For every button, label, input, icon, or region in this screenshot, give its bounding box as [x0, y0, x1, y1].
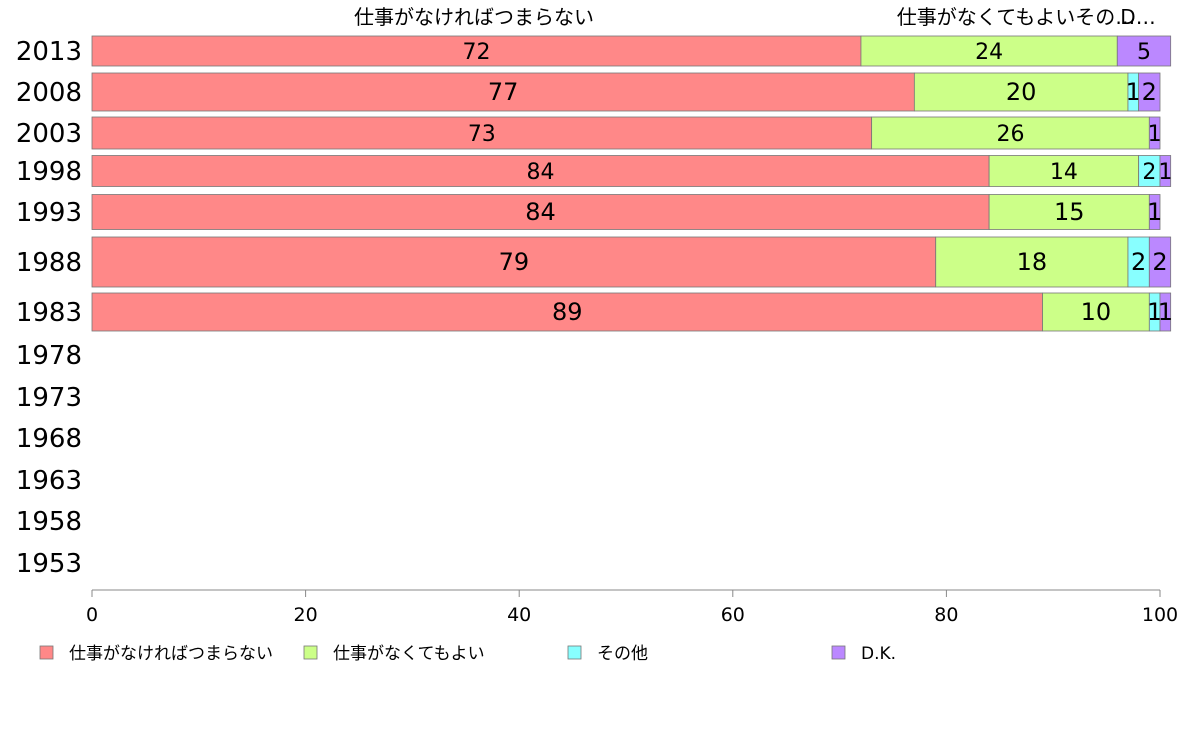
- data-label: 73: [468, 122, 496, 147]
- bar-segment: [1148, 194, 1161, 230]
- data-label: 26: [996, 122, 1024, 147]
- data-label: 1: [1126, 78, 1141, 106]
- legend-swatch: [39, 645, 54, 660]
- data-label: 2: [1152, 248, 1167, 276]
- bar-segment: [1148, 116, 1161, 150]
- x-tick-label: 100: [1142, 604, 1178, 626]
- data-label: 79: [499, 248, 530, 276]
- bar-segment: [1159, 155, 1172, 187]
- bar-segment: [91, 194, 990, 230]
- bar-segment: [871, 116, 1150, 150]
- top-series-label: D…: [1120, 5, 1155, 29]
- top-series-label: 仕事がなくてもよいその…: [897, 5, 1135, 29]
- bars: 72 24 577 20 1 273 26 184 14 2 184 15 179 18 2 289 10 11: [91, 35, 1173, 332]
- y-tick-label: 2003: [16, 119, 82, 149]
- legend-label: D.K.: [861, 644, 896, 664]
- data-label: 77: [488, 78, 519, 106]
- bar-segment: [1159, 292, 1172, 332]
- x-tick-label: 20: [294, 604, 318, 626]
- y-tick-label: 1988: [16, 248, 82, 278]
- y-tick-label: 1973: [16, 383, 82, 413]
- data-label: 14: [1050, 160, 1078, 185]
- data-label: 1: [1158, 298, 1173, 326]
- data-label: 1: [1147, 298, 1162, 326]
- x-axis: 0 20 40 60 80 100: [86, 589, 1178, 626]
- y-tick-label: 1958: [16, 507, 82, 537]
- bar-segment: [860, 35, 1118, 67]
- data-label: 1: [1147, 198, 1162, 226]
- bar-segment: [91, 35, 862, 67]
- legend-label: 仕事がなければつまらない: [69, 644, 273, 664]
- y-tick-label: 1983: [16, 298, 82, 328]
- bar-segment: [1042, 292, 1150, 332]
- data-label: 84: [525, 198, 556, 226]
- y-tick-label: 2008: [16, 78, 82, 108]
- top-labels: 仕事がなければつまらない 仕事がなくてもよいその…D…: [354, 5, 1156, 29]
- bar-segment: [1116, 35, 1172, 67]
- data-label: 18: [1017, 248, 1048, 276]
- bar-segment: [935, 236, 1129, 288]
- bar-segment: [988, 155, 1140, 187]
- data-label: 15: [1054, 198, 1085, 226]
- y-tick-label: 1993: [16, 198, 82, 228]
- bar-segment: [988, 194, 1150, 230]
- x-tick-label: 0: [86, 604, 98, 626]
- bar-segment: [91, 236, 937, 288]
- y-tick-label: 1998: [16, 157, 82, 187]
- legend-swatch: [303, 645, 318, 660]
- legend-swatch: [831, 645, 846, 660]
- y-tick-label: 2013: [16, 37, 82, 67]
- bar-segment: [1138, 72, 1161, 112]
- x-tick-label: 80: [934, 604, 958, 626]
- data-label: 89: [552, 298, 583, 326]
- legend: 仕事がなければつまらない 仕事がなくてもよい その他 D.K.: [39, 644, 896, 664]
- bar-segment: [91, 292, 1043, 332]
- y-tick-label: 1968: [16, 424, 82, 454]
- data-label: 2: [1142, 160, 1156, 185]
- top-series-label: 仕事がなければつまらない: [354, 5, 594, 29]
- data-label: 2: [1131, 248, 1146, 276]
- data-label: 24: [975, 40, 1003, 65]
- bar-segment: [91, 72, 915, 112]
- data-label: 1: [1158, 160, 1172, 185]
- legend-swatch: [567, 645, 582, 660]
- bar-segment: [91, 155, 990, 187]
- data-label: 1: [1148, 122, 1162, 147]
- x-tick-label: 40: [507, 604, 531, 626]
- bar-segment: [1148, 236, 1172, 288]
- legend-label: その他: [597, 644, 648, 664]
- data-label: 84: [527, 160, 555, 185]
- data-label: 2: [1142, 78, 1157, 106]
- x-tick-label: 60: [721, 604, 745, 626]
- data-label: 72: [462, 40, 490, 65]
- y-axis-labels: 2013 2008 2003 1998 1993 1988 1983 1978 1973 1968…: [16, 37, 82, 579]
- data-label: 10: [1081, 298, 1112, 326]
- bar-segment: [913, 72, 1129, 112]
- data-label: 20: [1006, 78, 1037, 106]
- data-label: 5: [1137, 40, 1151, 65]
- legend-label: 仕事がなくてもよい: [333, 644, 485, 664]
- y-tick-label: 1953: [16, 549, 82, 579]
- y-tick-label: 1963: [16, 466, 82, 496]
- bar-segment: [91, 116, 873, 150]
- y-tick-label: 1978: [16, 341, 82, 371]
